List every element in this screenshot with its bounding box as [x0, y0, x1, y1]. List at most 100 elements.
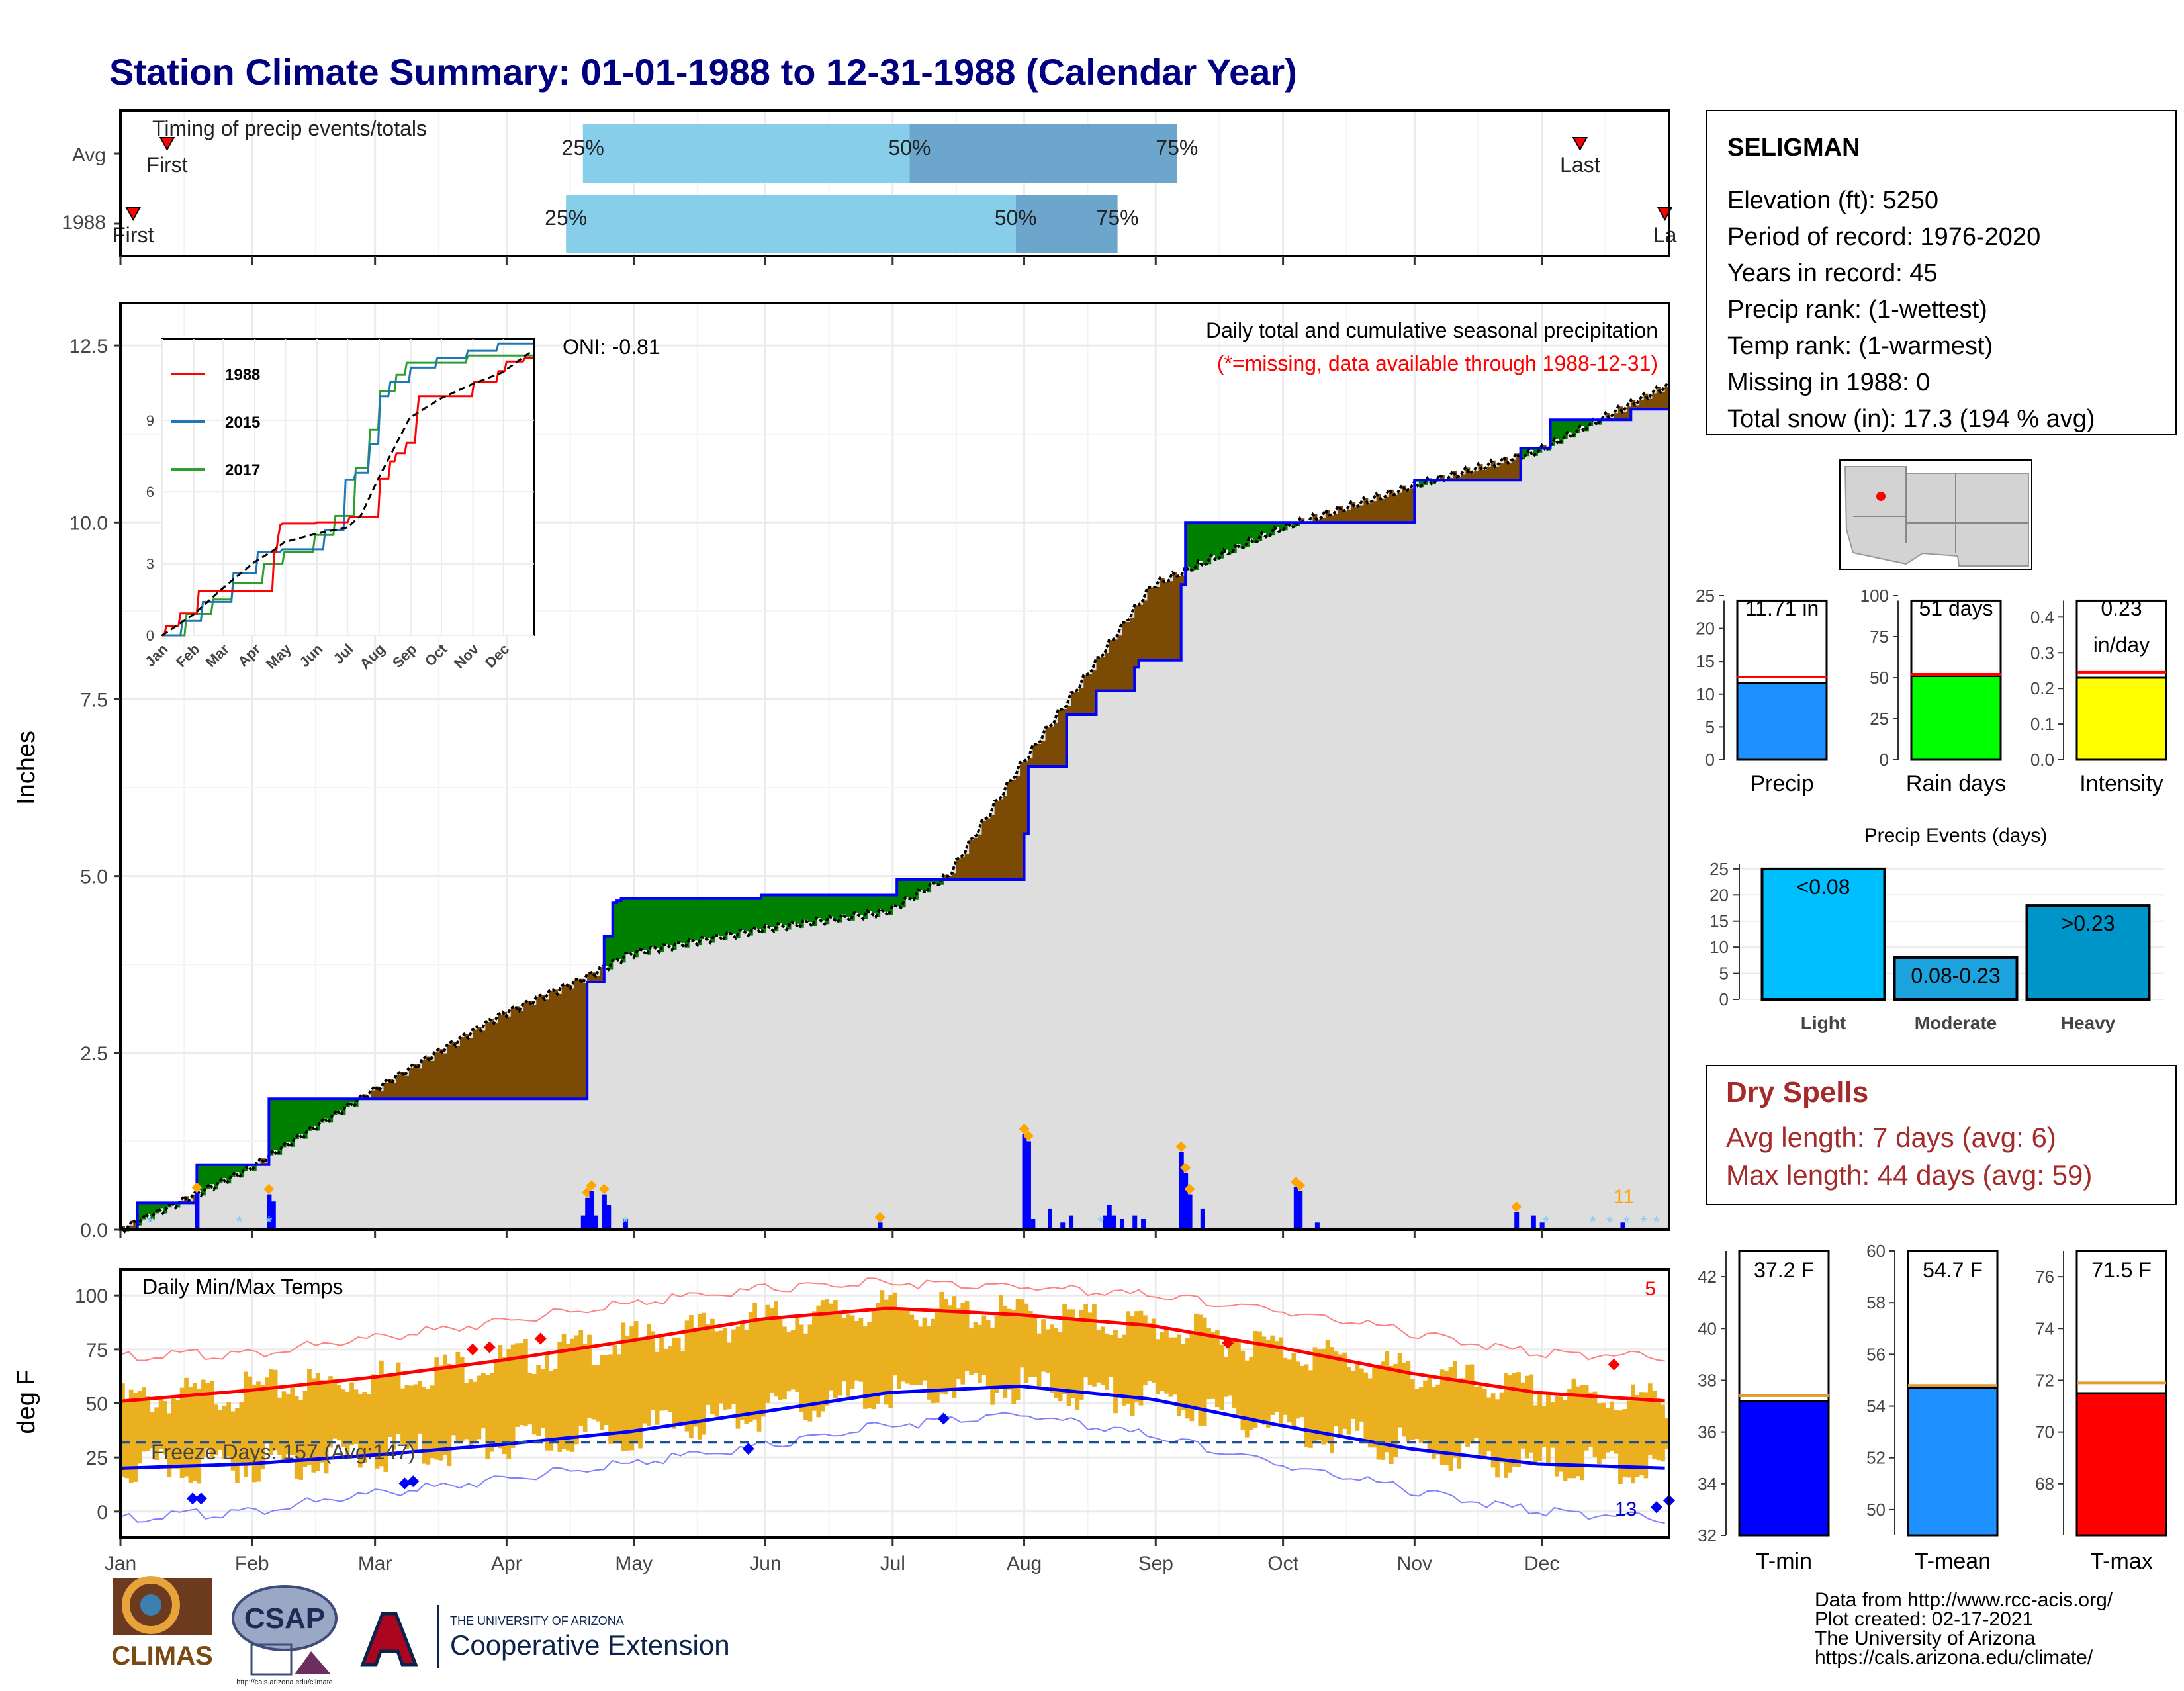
deficit-area	[1024, 761, 1029, 834]
daily-temp-range-bar	[124, 1400, 130, 1479]
daily-temp-range-bar	[1126, 1311, 1131, 1404]
deficit-area	[1661, 392, 1666, 410]
deficit-area	[566, 984, 571, 1099]
daily-temp-range-bar	[1610, 1401, 1614, 1451]
daily-precip-bar	[1539, 1222, 1545, 1230]
daily-temp-range-bar	[829, 1303, 834, 1391]
events-tick-label: 5	[1719, 964, 1729, 983]
deficit-area	[1516, 453, 1522, 480]
surplus-area	[1249, 522, 1254, 539]
daily-temp-range-bar	[854, 1320, 859, 1381]
surplus-area	[651, 898, 656, 948]
daily-temp-range-bar	[324, 1380, 329, 1474]
daily-temp-range-bar	[502, 1357, 507, 1455]
temp-bar-xlabel: T-min	[1756, 1549, 1812, 1574]
daily-temp-range-bar	[752, 1303, 757, 1420]
surplus-area	[1185, 522, 1191, 567]
daily-temp-range-bar	[1041, 1319, 1046, 1372]
timing-p75-label: 75%	[1097, 206, 1139, 230]
surplus-area	[1533, 448, 1538, 456]
surplus-area	[205, 1164, 210, 1189]
daily-temp-range-bar	[1300, 1365, 1304, 1418]
daily-temp-range-bar	[790, 1329, 796, 1390]
deficit-area	[1647, 398, 1653, 410]
record-high-marker	[1608, 1358, 1620, 1371]
deficit-area	[383, 1083, 388, 1099]
daily-temp-range-bar	[1652, 1390, 1657, 1460]
daily-temp-range-bar	[302, 1391, 308, 1467]
daily-temp-range-bar	[985, 1320, 991, 1390]
surplus-area	[230, 1164, 236, 1177]
deficit-area	[443, 1053, 448, 1099]
deficit-area	[1508, 463, 1513, 480]
daily-temp-range-bar	[1388, 1365, 1394, 1465]
surplus-area	[1210, 522, 1216, 556]
svg-text:http://cals.arizona.edu/climat: http://cals.arizona.edu/climate	[236, 1678, 333, 1686]
location-map	[1839, 459, 2032, 570]
daily-temp-range-bar	[1121, 1334, 1126, 1406]
deficit-area	[994, 801, 999, 880]
daily-temp-range-bar	[545, 1355, 549, 1451]
surplus-area	[807, 895, 813, 923]
surplus-area	[197, 1164, 202, 1191]
daily-temp-range-bar	[1295, 1361, 1300, 1419]
surplus-area	[799, 895, 804, 928]
mini-bar-tick-label: 100	[1860, 586, 1889, 606]
daily-temp-range-bar	[841, 1317, 846, 1382]
daily-temp-range-bar	[1287, 1359, 1292, 1423]
mini-bar-tick-label: 25	[1696, 586, 1715, 606]
deficit-area	[447, 1044, 452, 1099]
daily-temp-range-bar	[426, 1389, 431, 1465]
surplus-area	[226, 1164, 232, 1184]
surplus-area	[803, 895, 809, 920]
surplus-area	[617, 901, 622, 959]
surplus-area	[740, 898, 745, 931]
daily-temp-range-bar	[362, 1391, 367, 1463]
daily-temp-range-bar	[387, 1373, 392, 1437]
daily-temp-range-bar	[718, 1330, 723, 1404]
temp-bar-value	[1738, 1400, 1830, 1537]
surplus-area	[829, 895, 834, 917]
deficit-area	[1075, 692, 1080, 715]
daily-temp-range-bar	[188, 1387, 193, 1483]
dry-spells-avg: Avg length: 7 days (avg: 6)	[1726, 1122, 2056, 1153]
svg-text:CLIMAS: CLIMAS	[111, 1641, 212, 1670]
month-label: Nov	[1397, 1553, 1432, 1575]
temp-y-tick-label: 50	[86, 1394, 108, 1416]
heavy-day-marker	[1180, 1162, 1191, 1173]
timing-last-label: Last	[1560, 153, 1600, 177]
deficit-area	[485, 1022, 490, 1099]
university-of-arizona-logo: THE UNIVERSITY OF ARIZONA Cooperative Ex…	[360, 1605, 730, 1668]
station-line: Years in record: 45	[1727, 259, 1938, 287]
daily-temp-range-bar	[1647, 1383, 1653, 1456]
station-line: Total snow (in): 17.3 (194 % avg)	[1727, 405, 2095, 433]
deficit-area	[519, 1011, 524, 1099]
daily-precip-bar	[267, 1194, 272, 1230]
dry-spells-box: Dry Spells Avg length: 7 days (avg: 6) M…	[1706, 1065, 2177, 1205]
daily-temp-range-bar	[1066, 1309, 1071, 1406]
station-location-marker	[1876, 492, 1886, 501]
daily-temp-range-bar	[1279, 1337, 1283, 1424]
deficit-area	[400, 1072, 406, 1099]
daily-temp-range-bar	[349, 1382, 354, 1445]
daily-temp-range-bar	[464, 1383, 469, 1440]
deficit-area	[1316, 519, 1322, 523]
surplus-area	[328, 1099, 334, 1123]
daily-precip-bar	[1103, 1215, 1108, 1230]
surplus-area	[1253, 522, 1258, 543]
surplus-area	[888, 895, 893, 915]
temp-bar-tick-label: 68	[2035, 1474, 2054, 1494]
deficit-area	[1143, 600, 1148, 661]
heavy-day-marker	[1295, 1180, 1306, 1191]
record-low-marker	[1650, 1501, 1662, 1514]
surplus-area	[668, 898, 673, 946]
deficit-area	[438, 1049, 443, 1099]
daily-temp-range-bar	[803, 1333, 808, 1420]
daily-temp-range-bar	[375, 1375, 380, 1469]
daily-temp-range-bar	[328, 1376, 333, 1448]
surplus-area	[175, 1203, 181, 1208]
daily-temp-range-bar	[485, 1375, 490, 1459]
daily-temp-range-bar	[243, 1371, 248, 1477]
mini-bar-value-label: 51 days	[1919, 596, 1993, 620]
